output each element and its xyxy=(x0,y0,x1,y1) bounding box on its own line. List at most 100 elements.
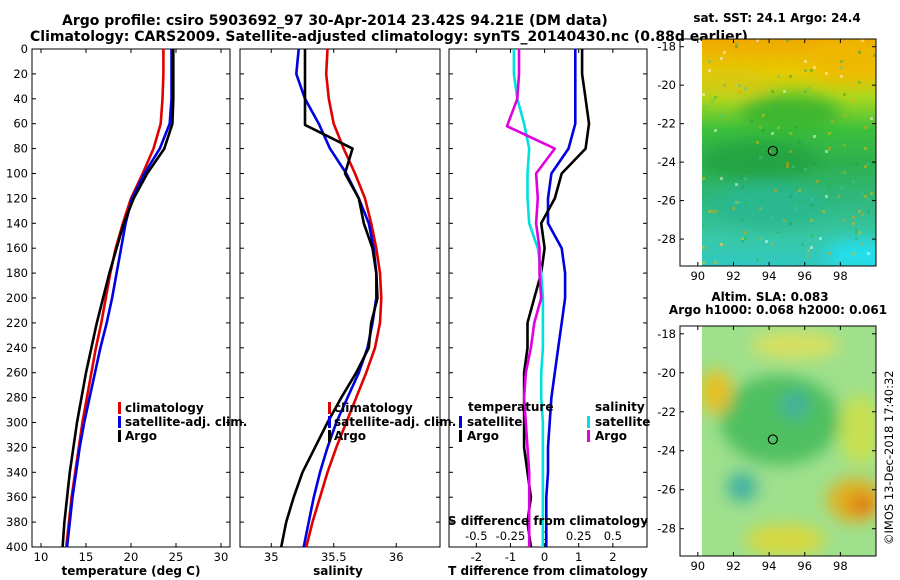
sst-pixel xyxy=(762,114,765,117)
sst-pixel xyxy=(858,231,861,234)
sst-pixel xyxy=(825,150,828,153)
sst-pixel xyxy=(867,198,870,201)
sst-pixel xyxy=(861,192,864,195)
map-ytick-label: -18 xyxy=(657,327,676,341)
sst-pixel xyxy=(720,114,723,117)
sst-pixel xyxy=(723,51,726,54)
legend-label-sal-satellite: satellite xyxy=(595,415,650,429)
sst-pixel xyxy=(714,129,717,132)
series-satellite-adj-clim- xyxy=(294,48,378,548)
legend-label-argo: Argo xyxy=(125,429,157,443)
sst-pixel xyxy=(840,75,843,78)
sst-pixel xyxy=(735,183,738,186)
map-ytick-label: -26 xyxy=(657,483,676,497)
series-climatology xyxy=(305,48,383,548)
difference-panel: -2 -1 0 1 2 -0.5 -0.25 0 0.25 0.5 temperature sal… xyxy=(448,48,650,578)
xtick-label: 25 xyxy=(169,550,184,564)
sst-pixel xyxy=(852,63,855,66)
temperature-xlabel: temperature (deg C) xyxy=(62,564,201,578)
sla-green-center xyxy=(720,375,840,465)
sst-pixel xyxy=(840,66,843,69)
ytick-label: 120 xyxy=(6,191,28,205)
sst-pixel xyxy=(786,165,789,168)
sst-pixel xyxy=(873,54,876,57)
legend-header-temperature: temperature xyxy=(468,400,553,414)
map-xtick-label: 92 xyxy=(726,559,741,573)
xtick-label: 30 xyxy=(214,550,229,564)
ytick-label: 300 xyxy=(6,416,28,430)
ytick-label: 80 xyxy=(13,142,28,156)
header-line-2: Climatology: CARS2009. Satellite-adjuste… xyxy=(30,29,748,45)
sla-yellow-south xyxy=(745,524,825,556)
sst-pixel xyxy=(804,168,807,171)
map-ytick-label: -28 xyxy=(657,232,676,246)
legend-swatch-satellite xyxy=(118,416,121,428)
sst-pixel xyxy=(777,75,780,78)
sst-pixel xyxy=(771,57,774,60)
map-ytick-label: -20 xyxy=(657,78,676,92)
sst-pixel xyxy=(744,201,747,204)
sst-pixel xyxy=(729,54,732,57)
difference-series xyxy=(505,49,591,548)
sst-pixel xyxy=(813,135,816,138)
xtick-label: 36 xyxy=(389,550,404,564)
sst-pixel xyxy=(744,237,747,240)
sst-pixel xyxy=(795,126,798,129)
sst-pixel xyxy=(813,162,816,165)
salinity-legend: climatology satellite-adj. clim. Argo xyxy=(328,401,456,443)
legend-label-argo: Argo xyxy=(334,429,366,443)
sst-pixel xyxy=(744,231,747,234)
ytick-label: 0 xyxy=(21,42,28,56)
sst-pixel xyxy=(870,192,873,195)
sst-pixel xyxy=(777,147,780,150)
sst-pixel xyxy=(795,207,798,210)
sst-pixel xyxy=(702,261,705,264)
sst-pixel xyxy=(840,186,843,189)
map-xtick-label: 96 xyxy=(797,269,812,283)
xtick-label: 2 xyxy=(609,550,616,564)
sst-pixel xyxy=(810,204,813,207)
sla-map-subtitle: Argo h1000: 0.068 h2000: 0.061 xyxy=(669,303,887,317)
sst-pixel xyxy=(843,144,846,147)
sst-pixel xyxy=(738,201,741,204)
salinity-frame xyxy=(239,48,441,548)
sst-pixel xyxy=(819,150,822,153)
sst-pixel xyxy=(801,243,804,246)
sst-pixel xyxy=(807,255,810,258)
salinity-series xyxy=(279,48,383,548)
sst-pixel xyxy=(774,105,777,108)
sst-pixel xyxy=(771,216,774,219)
sst-pixel xyxy=(810,198,813,201)
sla-structure xyxy=(702,331,876,556)
map-xtick-label: 94 xyxy=(762,269,777,283)
sst-pixel xyxy=(828,183,831,186)
sst-pixel xyxy=(702,93,705,96)
sst-pixel xyxy=(759,72,762,75)
sst-pixel xyxy=(720,57,723,60)
sst-pixel xyxy=(804,90,807,93)
sst-pixel xyxy=(741,240,744,243)
sst-pixel xyxy=(831,120,834,123)
map-xtick-label: 90 xyxy=(690,269,705,283)
sst-pixel xyxy=(786,39,789,42)
sst-pixel xyxy=(714,210,717,213)
sst-pixel xyxy=(855,231,858,234)
sla-map-panel: Altim. SLA: 0.083 Argo h1000: 0.068 h200… xyxy=(657,290,887,573)
sla-argo-marker xyxy=(767,434,778,445)
sst-pixel xyxy=(759,186,762,189)
sst-pixel xyxy=(744,177,747,180)
ytick-label: 140 xyxy=(6,216,28,230)
sst-pixel xyxy=(708,69,711,72)
sst-pixel xyxy=(825,111,828,114)
xtick-label: -1 xyxy=(505,550,516,564)
sst-pixel xyxy=(744,171,747,174)
sst-pixel xyxy=(813,66,816,69)
difference-axes: -2 -1 0 1 2 -0.5 -0.25 0 0.25 0.5 xyxy=(449,48,647,564)
xtick-label: -2 xyxy=(471,550,482,564)
sst-pixel xyxy=(858,48,861,51)
series-satellite-adj-clim- xyxy=(65,49,173,548)
xtick-label: 35 xyxy=(264,550,279,564)
sst-pixel xyxy=(804,201,807,204)
sst-green-core xyxy=(702,140,820,180)
sst-pixel xyxy=(711,99,714,102)
